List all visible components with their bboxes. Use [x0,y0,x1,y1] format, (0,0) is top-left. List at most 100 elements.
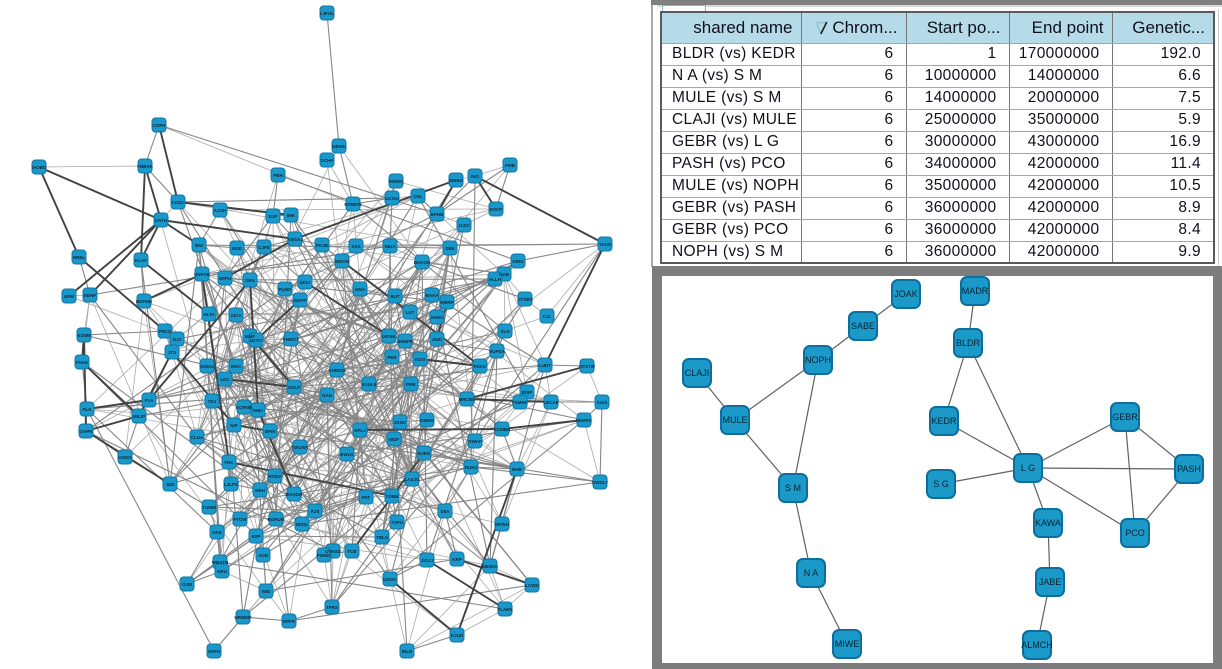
svg-text:LDC: LDC [220,377,230,382]
svg-text:JAIHC: JAIHC [430,315,444,320]
svg-text:KLAF: KLAF [135,258,147,263]
svg-text:EJRS: EJRS [418,451,430,456]
svg-text:JTS: JTS [168,350,176,355]
svg-text:MAKA: MAKA [425,293,439,298]
svg-text:EJP: EJP [269,214,278,219]
svg-text:PAT: PAT [362,495,371,500]
svg-text:RMRP: RMRP [440,300,453,305]
svg-text:S G: S G [933,479,949,489]
svg-text:NHNPR: NHNPR [397,339,414,344]
svg-text:GJJ: GJJ [173,337,182,342]
svg-text:EEHP: EEHP [84,293,96,298]
svg-text:FTCW: FTCW [234,517,248,522]
svg-text:JGNC: JGNC [394,420,407,425]
svg-text:KJUD: KJUD [451,633,464,638]
svg-text:INLR: INLR [402,649,413,654]
svg-text:TWUWT: TWUWT [291,445,308,450]
svg-text:PJA: PJA [145,398,155,403]
svg-text:PLMO: PLMO [279,287,292,292]
svg-text:FNAE: FNAE [76,360,88,365]
svg-text:FDCK: FDCK [474,364,487,369]
svg-text:TLAEN: TLAEN [498,607,513,612]
svg-text:LECAE: LECAE [543,400,558,405]
svg-text:UPM: UPM [64,294,74,299]
svg-text:GMNG: GMNG [420,418,434,423]
svg-text:NIUA: NIUA [385,244,397,249]
svg-text:DCHP: DCHP [321,158,334,163]
svg-text:FNC: FNC [224,460,234,465]
svg-text:PASH: PASH [1177,464,1201,474]
svg-text:TOFU: TOFU [391,520,403,525]
svg-text:LUDT: LUDT [539,363,551,368]
svg-text:FHWCT: FHWCT [283,337,299,342]
svg-text:DIIA: DIIA [441,509,451,514]
svg-text:NRU: NRU [217,569,227,574]
svg-text:MEH: MEH [255,488,265,493]
svg-text:NGKU: NGKU [200,364,213,369]
svg-text:CNTH: CNTH [155,218,168,223]
svg-text:TOBB: TOBB [386,494,399,499]
svg-text:WEON: WEON [335,259,349,264]
svg-text:EWLK: EWLK [340,452,354,457]
svg-text:FSMHC: FSMHC [512,400,529,405]
svg-text:NTMRW: NTMRW [344,202,362,207]
svg-text:OTSBS: OTSBS [517,297,533,302]
svg-text:MSE: MSE [232,246,242,251]
svg-text:RJS: RJS [311,509,320,514]
svg-text:DKE: DKE [212,530,222,535]
svg-text:RNEL: RNEL [73,255,86,260]
svg-text:INO: INO [471,174,480,179]
svg-text:RUT: RUT [390,294,399,299]
svg-text:GBWU: GBWU [332,144,346,149]
svg-text:HTEIA: HTEIA [268,474,282,479]
svg-text:UTHSD: UTHSD [325,549,341,554]
svg-text:CHMSO: CHMSO [329,368,346,373]
svg-text:SHFN: SHFN [208,649,220,654]
svg-text:KRP: KRP [452,557,462,562]
svg-text:AOB: AOB [258,553,269,558]
svg-text:FBBSR: FBBSR [137,164,153,169]
svg-text:GWAP: GWAP [468,439,482,444]
svg-text:LASJO: LASJO [404,477,420,482]
svg-text:GAB: GAB [499,272,510,277]
svg-text:L G: L G [1021,463,1035,473]
svg-text:NOPH: NOPH [805,355,831,365]
svg-text:TUMM: TUMM [202,505,216,510]
svg-text:CLUA: CLUA [191,435,204,440]
svg-text:COFH: COFH [153,123,166,128]
svg-text:BAAGN: BAAGN [286,492,303,497]
svg-text:DEN: DEN [245,278,255,283]
svg-text:SPPU: SPPU [219,276,231,281]
svg-text:RWMG: RWMG [389,179,404,184]
svg-text:DBE: DBE [445,246,455,251]
svg-text:UGOC: UGOC [383,577,397,582]
svg-text:SLH: SLH [501,329,510,334]
svg-text:JJCA: JJCA [230,313,242,318]
svg-text:MULE: MULE [722,415,747,425]
svg-text:URWMF: URWMF [234,615,251,620]
svg-text:ALMCH: ALMCH [1021,640,1053,650]
svg-text:GKLF: GKLF [288,385,300,390]
svg-text:JOAK: JOAK [894,289,918,299]
svg-text:KCRNB: KCRNB [236,405,253,410]
svg-text:PER: PER [387,355,397,360]
svg-text:TPRS: TPRS [326,605,338,610]
svg-text:IUP: IUP [230,423,238,428]
svg-text:JIOJJ: JIOJJ [421,558,434,563]
svg-text:JLDC: JLDC [458,223,471,228]
svg-text:HLLH: HLLH [489,277,501,282]
svg-text:NEOL: NEOL [296,522,309,527]
svg-text:BNI: BNI [195,243,203,248]
svg-text:PCO: PCO [1125,528,1145,538]
svg-text:ESCP: ESCP [490,207,502,212]
svg-text:PWWC: PWWC [317,553,332,558]
svg-text:UCGU: UCGU [385,196,398,201]
svg-text:IDSP: IDSP [522,390,533,395]
svg-text:GMA: GMA [355,287,366,292]
svg-text:TAOE: TAOE [599,242,611,247]
svg-text:WID: WID [262,589,271,594]
svg-text:HUPDA: HUPDA [489,349,506,354]
svg-text:DWDLT: DWDLT [592,480,608,485]
svg-text:GAN: GAN [322,393,332,398]
svg-text:TBLS: TBLS [376,535,388,540]
